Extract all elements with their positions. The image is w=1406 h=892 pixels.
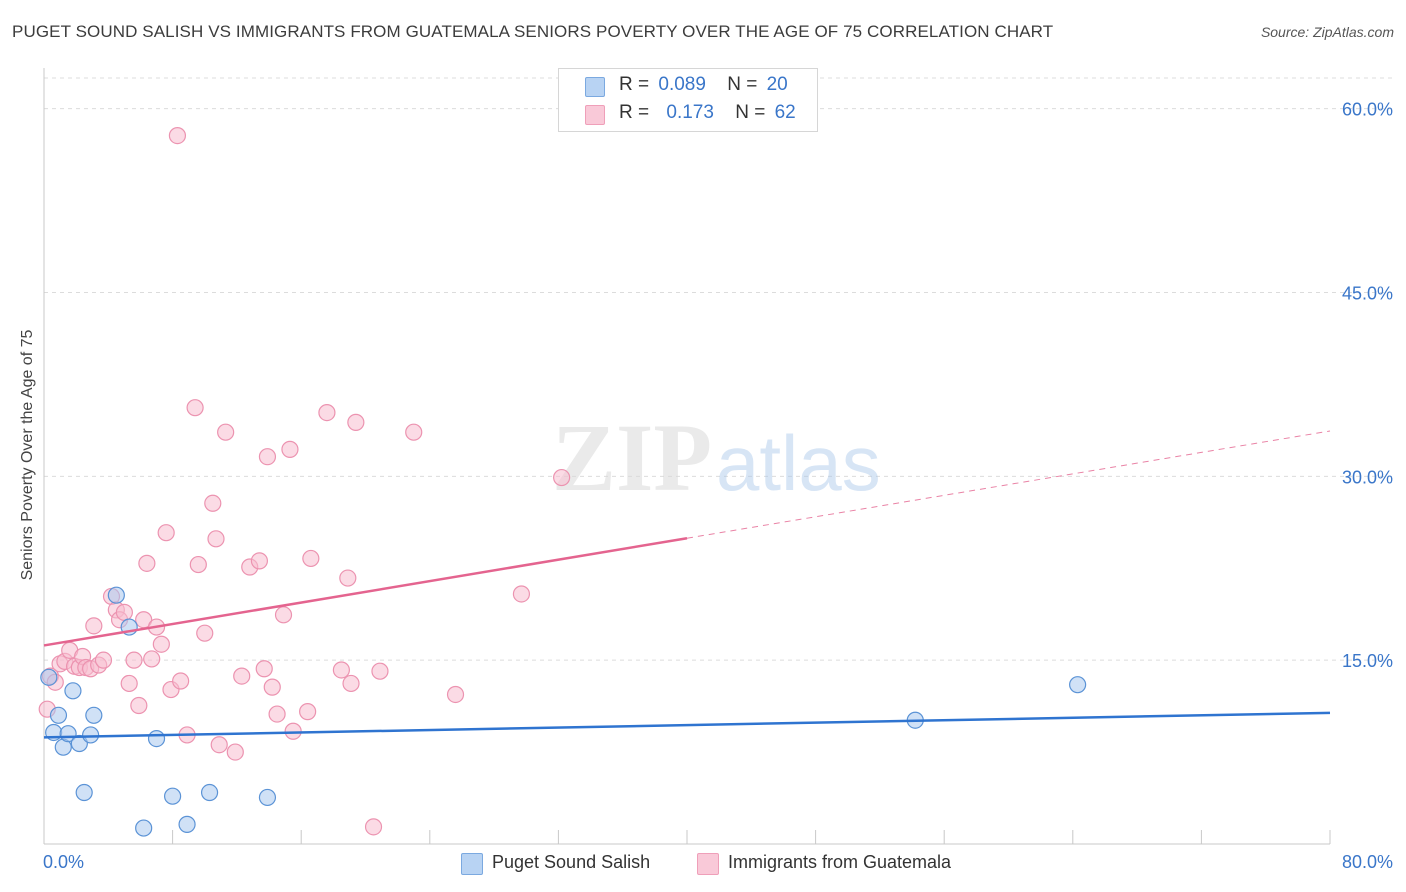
data-point-blue: [178, 815, 196, 833]
data-point-pink: [250, 552, 269, 570]
correlation-legend: R = 0.089 N = 20 R = 0.173 N = 62: [558, 68, 818, 132]
data-point-blue: [75, 783, 93, 802]
data-point-pink: [94, 651, 113, 669]
data-point-pink: [207, 530, 225, 548]
data-point-pink: [189, 555, 207, 574]
data-point-pink: [120, 674, 138, 693]
trend-line-pink-extension: [686, 430, 1331, 539]
data-point-pink: [302, 549, 320, 568]
data-point-blue: [85, 706, 103, 724]
data-point-pink: [274, 606, 293, 624]
data-point-blue: [82, 726, 100, 744]
x-tick-max: 80.0%: [1341, 852, 1393, 872]
legend-r-label: R =: [619, 74, 650, 95]
data-point-pink: [405, 423, 423, 441]
chart-title: PUGET SOUND SALISH VS IMMIGRANTS FROM GU…: [12, 22, 1054, 41]
legend-swatch-pink: [585, 105, 605, 125]
data-point-blue: [107, 586, 125, 604]
data-point-pink: [263, 678, 281, 696]
data-point-pink: [125, 651, 143, 669]
data-point-pink: [210, 736, 228, 754]
y-axis-label: Seniors Poverty Over the Age of 75: [19, 329, 36, 581]
data-point-pink: [347, 413, 365, 431]
data-point-pink: [157, 524, 175, 542]
legend-r-value: 0.173: [666, 102, 714, 123]
y-tick-label: 30.0%: [1342, 467, 1393, 487]
legend-r-label: R =: [619, 102, 650, 123]
legend-swatch-blue: [585, 77, 605, 97]
x-tick-min: 0.0%: [43, 852, 85, 872]
data-point-blue: [147, 729, 166, 748]
data-point-pink: [152, 635, 170, 653]
data-point-pink: [364, 818, 383, 836]
data-point-blue: [64, 682, 82, 700]
watermark-zip: ZIP: [552, 404, 712, 511]
data-point-pink: [196, 624, 214, 642]
data-point-blue: [40, 668, 58, 686]
data-point-pink: [172, 672, 190, 690]
data-point-pink: [553, 468, 571, 487]
data-point-pink: [85, 617, 103, 635]
data-point-pink: [371, 662, 389, 680]
bottom-legend-label: Puget Sound Salish: [492, 852, 651, 872]
data-point-pink: [226, 743, 244, 761]
data-point-pink: [332, 661, 350, 679]
data-point-pink: [168, 127, 187, 145]
data-point-blue: [135, 819, 153, 837]
y-tick-label: 15.0%: [1342, 651, 1393, 671]
data-point-pink: [299, 703, 317, 721]
legend-r-value: 0.089: [658, 74, 706, 95]
data-point-pink: [130, 696, 148, 715]
legend-n-label: N =: [735, 102, 766, 123]
data-point-pink: [342, 674, 360, 693]
data-point-pink: [446, 685, 465, 704]
trend-line-blue: [43, 711, 1331, 739]
bottom-legend-swatch-pink: [697, 853, 719, 875]
y-tick-label: 60.0%: [1342, 100, 1393, 120]
data-point-blue: [1069, 676, 1087, 694]
data-point-pink: [138, 554, 156, 572]
data-point-blue: [49, 706, 68, 724]
data-point-blue: [164, 787, 182, 805]
legend-n-label: N =: [727, 74, 758, 95]
source-credit: Source: ZipAtlas.com: [1260, 24, 1394, 40]
y-tick-label: 45.0%: [1342, 283, 1393, 303]
bottom-legend-swatch-blue: [461, 853, 483, 875]
data-point-pink: [281, 440, 299, 458]
data-point-pink: [268, 705, 286, 723]
watermark-atlas: atlas: [716, 419, 881, 507]
series-blue-points: [40, 586, 1087, 837]
data-point-pink: [512, 585, 531, 603]
data-point-pink: [258, 448, 277, 466]
legend-n-value: 20: [766, 74, 788, 95]
data-point-pink: [143, 650, 161, 668]
data-point-pink: [318, 403, 336, 422]
data-point-pink: [115, 603, 133, 621]
data-point-pink: [204, 494, 222, 512]
legend-n-value: 62: [774, 102, 796, 123]
data-point-pink: [186, 399, 204, 417]
bottom-legend-label: Immigrants from Guatemala: [728, 852, 952, 872]
data-point-pink: [284, 722, 302, 740]
trend-line-pink: [43, 536, 688, 647]
data-point-pink: [255, 660, 273, 678]
data-point-pink: [217, 423, 235, 441]
data-point-pink: [233, 667, 251, 685]
data-point-blue: [200, 783, 219, 802]
data-point-pink: [339, 569, 357, 587]
data-point-blue: [258, 788, 277, 807]
